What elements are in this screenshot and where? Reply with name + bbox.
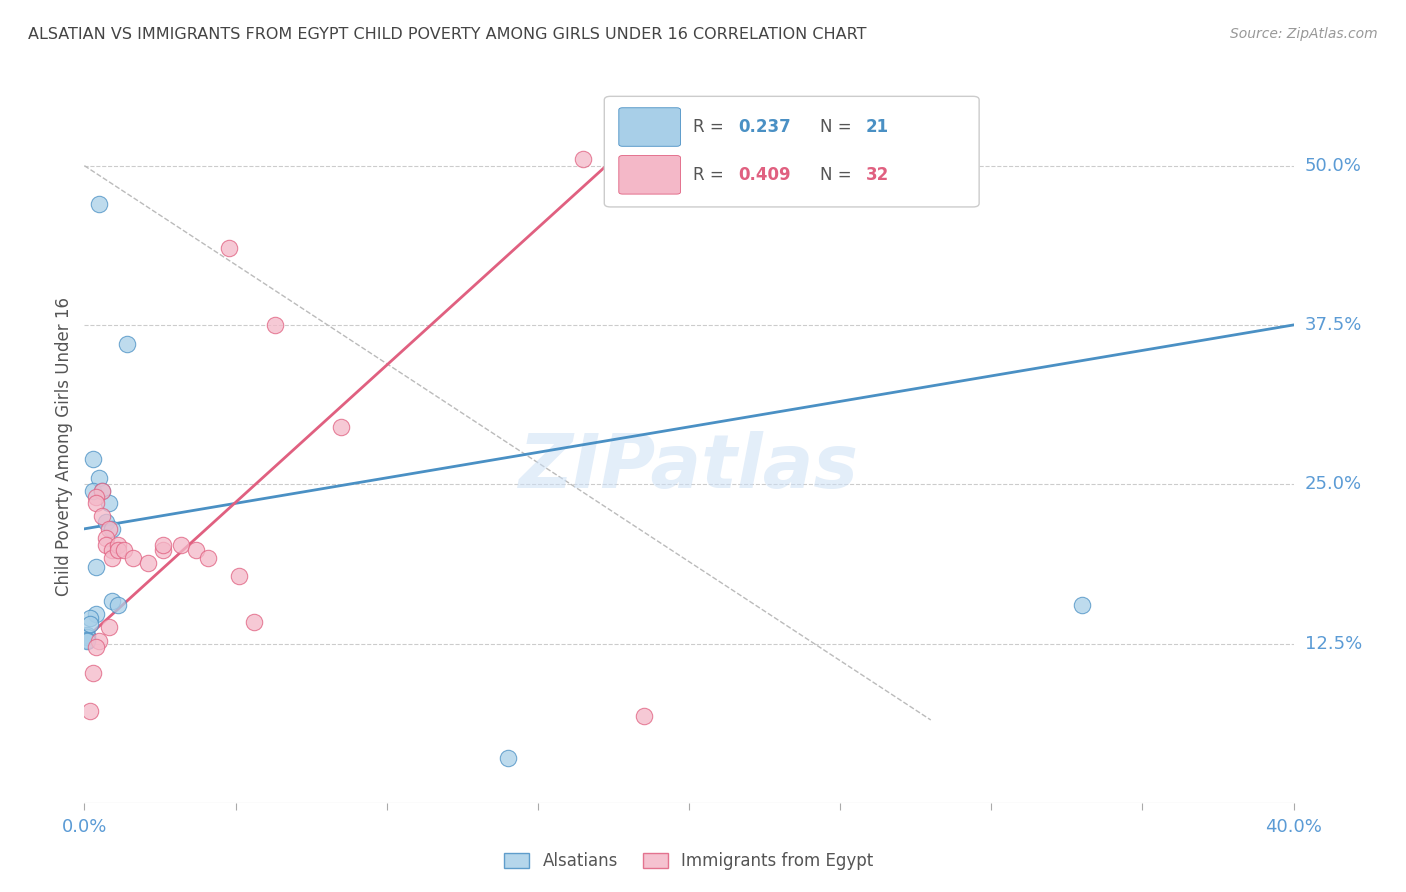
Text: R =: R = bbox=[693, 118, 728, 136]
Point bbox=[186, 543, 208, 558]
Text: 21: 21 bbox=[866, 118, 889, 136]
Point bbox=[633, 709, 655, 723]
Point bbox=[86, 490, 108, 504]
Point bbox=[107, 599, 129, 613]
Point bbox=[79, 704, 101, 718]
Point bbox=[1071, 599, 1094, 613]
Point bbox=[121, 551, 143, 566]
Point bbox=[100, 551, 122, 566]
Point bbox=[263, 318, 285, 332]
Point bbox=[82, 483, 104, 498]
Text: Source: ZipAtlas.com: Source: ZipAtlas.com bbox=[1230, 27, 1378, 41]
Point bbox=[91, 483, 114, 498]
Point bbox=[496, 751, 519, 765]
Point bbox=[94, 531, 117, 545]
Point bbox=[94, 538, 117, 552]
Point bbox=[330, 420, 353, 434]
Point bbox=[218, 242, 240, 256]
Point bbox=[97, 522, 120, 536]
Point bbox=[91, 483, 114, 498]
FancyBboxPatch shape bbox=[619, 155, 681, 194]
Point bbox=[602, 153, 624, 167]
Point bbox=[100, 594, 122, 608]
Text: 12.5%: 12.5% bbox=[1305, 634, 1362, 653]
Point bbox=[89, 634, 111, 648]
Point bbox=[76, 634, 98, 648]
FancyBboxPatch shape bbox=[619, 108, 681, 146]
Text: 50.0%: 50.0% bbox=[1305, 157, 1361, 175]
Point bbox=[86, 496, 108, 510]
Text: N =: N = bbox=[820, 166, 856, 184]
Point bbox=[197, 551, 219, 566]
Point bbox=[86, 640, 108, 655]
Point bbox=[152, 543, 174, 558]
Point bbox=[100, 522, 122, 536]
Point bbox=[86, 607, 108, 622]
Point bbox=[107, 538, 129, 552]
Point bbox=[112, 543, 135, 558]
Text: 0.409: 0.409 bbox=[738, 166, 792, 184]
Point bbox=[97, 620, 120, 634]
Point bbox=[152, 538, 174, 552]
Text: N =: N = bbox=[820, 118, 856, 136]
Point bbox=[89, 197, 111, 211]
Point bbox=[170, 538, 193, 552]
Point bbox=[82, 665, 104, 680]
Point bbox=[100, 543, 122, 558]
FancyBboxPatch shape bbox=[605, 96, 979, 207]
Point bbox=[91, 509, 114, 524]
Point bbox=[242, 615, 264, 629]
Point bbox=[79, 617, 101, 632]
Point bbox=[228, 569, 250, 583]
Point bbox=[86, 560, 108, 574]
Text: R =: R = bbox=[693, 166, 728, 184]
Point bbox=[94, 516, 117, 530]
Point bbox=[82, 451, 104, 466]
Point bbox=[76, 630, 98, 644]
Point bbox=[115, 337, 138, 351]
Point bbox=[79, 611, 101, 625]
Text: ALSATIAN VS IMMIGRANTS FROM EGYPT CHILD POVERTY AMONG GIRLS UNDER 16 CORRELATION: ALSATIAN VS IMMIGRANTS FROM EGYPT CHILD … bbox=[28, 27, 866, 42]
Text: 0.237: 0.237 bbox=[738, 118, 792, 136]
Point bbox=[107, 543, 129, 558]
Point bbox=[76, 627, 98, 641]
Point bbox=[97, 496, 120, 510]
Text: 37.5%: 37.5% bbox=[1305, 316, 1362, 334]
Point bbox=[136, 556, 159, 570]
Point bbox=[89, 471, 111, 485]
Text: 25.0%: 25.0% bbox=[1305, 475, 1362, 493]
Legend: Alsatians, Immigrants from Egypt: Alsatians, Immigrants from Egypt bbox=[498, 846, 880, 877]
Text: 32: 32 bbox=[866, 166, 889, 184]
Point bbox=[76, 632, 98, 647]
Y-axis label: Child Poverty Among Girls Under 16: Child Poverty Among Girls Under 16 bbox=[55, 296, 73, 596]
Point bbox=[572, 153, 595, 167]
Text: ZIPatlas: ZIPatlas bbox=[519, 431, 859, 504]
